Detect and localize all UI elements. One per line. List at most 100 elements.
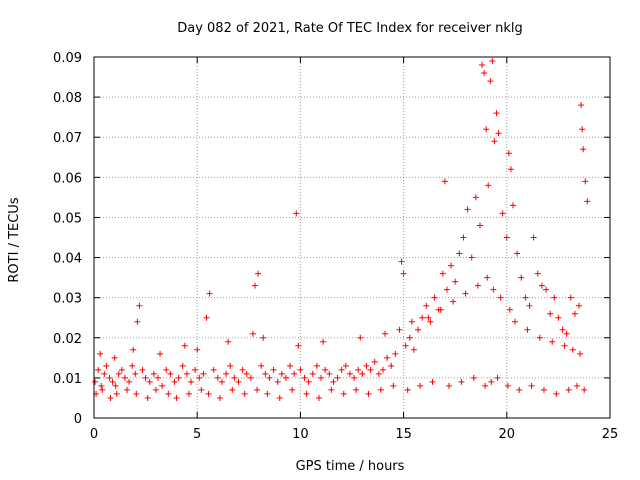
data-point: [497, 294, 504, 301]
data-point: [251, 282, 258, 289]
data-point: [260, 334, 267, 341]
data-point: [214, 374, 221, 381]
data-point: [179, 362, 186, 369]
y-tick-label: 0: [74, 412, 82, 427]
data-point: [243, 370, 250, 377]
data-point: [287, 362, 294, 369]
data-point: [113, 390, 120, 397]
data-point: [551, 294, 558, 301]
x-tick-label: 20: [499, 427, 516, 442]
data-point: [484, 274, 491, 281]
data-point: [516, 386, 523, 393]
data-point: [353, 386, 360, 393]
data-point: [448, 262, 455, 269]
data-point: [476, 222, 483, 229]
data-point: [171, 378, 178, 385]
data-point: [229, 386, 236, 393]
data-point: [538, 282, 545, 289]
data-point: [241, 390, 248, 397]
data-point: [456, 250, 463, 257]
data-point: [429, 378, 436, 385]
data-point: [150, 370, 157, 377]
y-axis-label: ROTI / TECUs: [7, 197, 22, 282]
data-point: [390, 382, 397, 389]
data-point: [218, 378, 225, 385]
data-point: [396, 326, 403, 333]
data-point: [524, 326, 531, 333]
data-point: [458, 378, 465, 385]
data-point: [528, 382, 535, 389]
data-point: [375, 370, 382, 377]
data-point: [192, 366, 199, 373]
data-point: [578, 102, 585, 109]
data-point: [133, 390, 140, 397]
x-tick-label: 10: [292, 427, 309, 442]
data-point: [472, 194, 479, 201]
data-point: [139, 366, 146, 373]
data-point: [400, 270, 407, 277]
data-point: [569, 346, 576, 353]
y-tick-label: 0.04: [53, 252, 82, 267]
data-point: [129, 362, 136, 369]
x-tick-label: 15: [395, 427, 412, 442]
x-tick-label: 25: [602, 427, 619, 442]
data-point: [194, 346, 201, 353]
data-point: [173, 394, 180, 401]
data-point: [565, 386, 572, 393]
data-point: [254, 386, 261, 393]
data-point: [231, 374, 238, 381]
data-point: [470, 374, 477, 381]
data-point: [441, 178, 448, 185]
data-point: [482, 382, 489, 389]
data-point: [134, 318, 141, 325]
data-point: [406, 334, 413, 341]
data-point: [446, 382, 453, 389]
data-point: [415, 326, 422, 333]
data-points: [92, 58, 591, 401]
data-point: [101, 370, 108, 377]
data-point: [483, 126, 490, 133]
data-point: [227, 362, 234, 369]
data-point: [301, 374, 308, 381]
data-point: [384, 354, 391, 361]
data-point: [462, 290, 469, 297]
data-point: [382, 330, 389, 337]
data-point: [559, 326, 566, 333]
data-point: [142, 374, 149, 381]
data-point: [536, 334, 543, 341]
data-point: [526, 302, 533, 309]
data-point: [495, 130, 502, 137]
data-point: [431, 294, 438, 301]
data-point: [293, 210, 300, 217]
data-point: [225, 338, 232, 345]
data-point: [111, 354, 118, 361]
data-point: [315, 394, 322, 401]
data-point: [175, 374, 182, 381]
data-point: [490, 286, 497, 293]
data-point: [371, 358, 378, 365]
data-point: [567, 294, 574, 301]
data-point: [188, 378, 195, 385]
y-tick-label: 0.03: [53, 292, 82, 307]
data-point: [318, 374, 325, 381]
data-point: [530, 234, 537, 241]
data-point: [346, 370, 353, 377]
data-point: [200, 370, 207, 377]
y-tick-labels: 0 0.01 0.02 0.03 0.04 0.05 0.06 0.07 0.08 0.09: [53, 51, 82, 427]
data-point: [106, 374, 113, 381]
data-point: [342, 362, 349, 369]
data-point: [266, 374, 273, 381]
data-point: [313, 362, 320, 369]
data-point: [355, 366, 362, 373]
data-point: [481, 70, 488, 77]
data-point: [419, 314, 426, 321]
data-point: [154, 374, 161, 381]
data-point: [571, 310, 578, 317]
data-point: [205, 390, 212, 397]
data-point: [334, 374, 341, 381]
data-point: [563, 330, 570, 337]
data-point: [198, 386, 205, 393]
data-point: [417, 382, 424, 389]
data-point: [95, 366, 102, 373]
